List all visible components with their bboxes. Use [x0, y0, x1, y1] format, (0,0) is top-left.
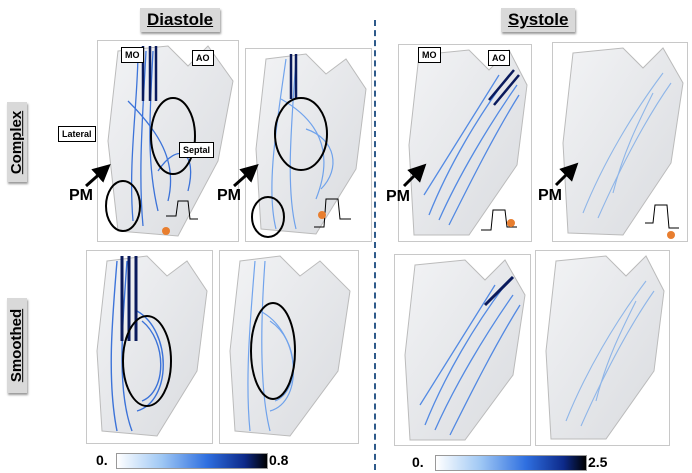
- panel-complex-diastole-2: [245, 48, 372, 242]
- colorbar-systole-max: 2.5: [588, 454, 608, 470]
- panel-smoothed-systole-1: [394, 254, 531, 446]
- label-septal: Septal: [179, 142, 215, 158]
- systole-title: Systole: [501, 8, 576, 32]
- panel-smoothed-diastole-1: [86, 250, 213, 444]
- panel-smoothed-systole-2: [535, 250, 670, 446]
- diastole-title: Diastole: [140, 8, 221, 32]
- label-ao-diastole: AO: [192, 50, 214, 66]
- label-ao-systole: AO: [488, 50, 510, 66]
- pm-arrow-2: [233, 164, 259, 188]
- colorbar-systole-min: 0.: [412, 454, 424, 470]
- colorbar-diastole: [116, 453, 268, 469]
- pm-arrow-1: [85, 164, 111, 188]
- panel-complex-diastole-1: [97, 40, 239, 242]
- panel-smoothed-diastole-2: [219, 250, 359, 444]
- colorbar-diastole-min: 0.: [96, 452, 108, 468]
- row-label-complex: Complex: [7, 102, 27, 182]
- panel-complex-systole-2: [552, 42, 688, 242]
- label-mo-systole: MO: [418, 47, 441, 63]
- pm-label-3: PM: [386, 188, 410, 205]
- label-mo-diastole: MO: [121, 47, 144, 63]
- pm-label-4: PM: [538, 187, 562, 204]
- vertical-divider: [374, 20, 376, 470]
- pm-label-1: PM: [69, 187, 93, 204]
- row-label-smoothed: Smoothed: [7, 298, 27, 393]
- pm-arrow-4: [554, 162, 579, 187]
- pm-label-2: PM: [217, 187, 241, 204]
- colorbar-systole: [435, 455, 587, 471]
- label-lateral: Lateral: [58, 126, 96, 142]
- panel-complex-systole-1: [398, 44, 532, 242]
- pm-arrow-3: [402, 163, 427, 188]
- colorbar-diastole-max: 0.8: [269, 452, 289, 468]
